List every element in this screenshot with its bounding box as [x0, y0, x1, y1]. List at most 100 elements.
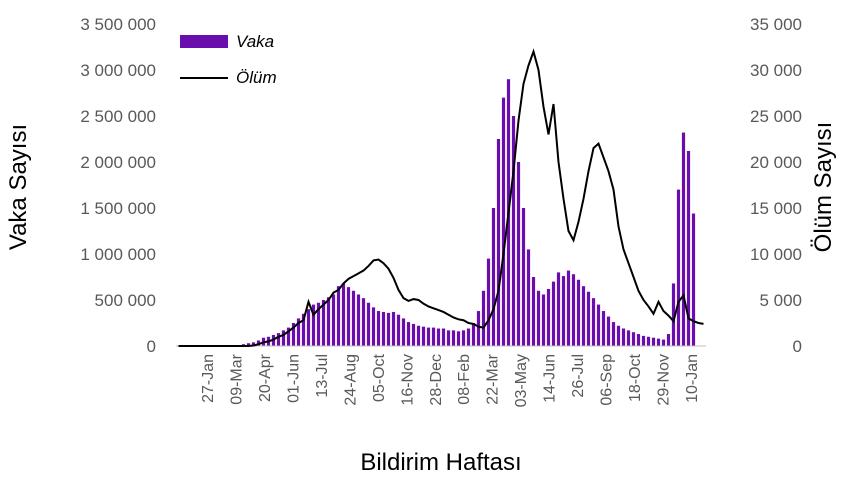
y-right-tick-label: 25 000 [750, 107, 802, 126]
bar-week-52 [431, 327, 436, 346]
bar-week-41 [376, 311, 381, 346]
bar-week-57 [456, 331, 461, 346]
bar-week-38 [361, 298, 366, 346]
bar-week-29 [316, 302, 321, 346]
bar-week-75 [546, 288, 551, 346]
bar-week-26 [301, 313, 306, 346]
bar-week-36 [351, 290, 356, 346]
bar-week-21 [276, 333, 281, 346]
bar-week-68 [511, 116, 516, 346]
bar-week-94 [641, 335, 646, 346]
bar-week-22 [281, 330, 286, 346]
bar-week-50 [421, 326, 426, 346]
bar-week-66 [501, 97, 506, 346]
bar-week-98 [661, 339, 666, 346]
x-tick-label: 27-Jan [200, 354, 217, 403]
bars-layer [226, 79, 696, 346]
y-left-ticks: 0 500 000 1 000 000 1 500 000 2 000 000 2 500… [80, 15, 156, 356]
bar-week-91 [626, 330, 631, 346]
bar-week-51 [426, 327, 431, 346]
bar-week-55 [446, 330, 451, 346]
bar-week-72 [531, 277, 536, 346]
bar-week-99 [666, 334, 671, 346]
bar-week-88 [611, 322, 616, 346]
x-tick-label: 29-Nov [656, 354, 673, 406]
bar-week-83 [586, 291, 591, 346]
y-left-tick-label: 2 000 000 [80, 153, 156, 172]
bar-week-30 [321, 300, 326, 346]
bar-week-54 [441, 328, 446, 346]
x-tick-label: 16-Nov [399, 354, 416, 406]
bar-week-86 [601, 311, 606, 346]
bar-week-37 [356, 294, 361, 346]
bar-week-25 [296, 318, 301, 346]
bar-week-76 [551, 281, 556, 346]
bar-week-24 [291, 323, 296, 346]
bar-week-47 [406, 322, 411, 346]
x-tick-label: 28-Dec [428, 354, 445, 406]
x-tick-label: 08-Feb [456, 354, 473, 405]
bar-week-32 [331, 294, 336, 346]
x-tick-label: 26-Jul [570, 354, 587, 398]
bar-week-15 [246, 343, 251, 346]
y-axis-left-title: Vaka Sayısı [5, 124, 32, 250]
bar-week-100 [671, 283, 676, 346]
bar-week-34 [341, 283, 346, 346]
bar-week-71 [526, 249, 531, 346]
bar-week-101 [676, 189, 681, 346]
death-series-line [178, 48, 704, 347]
bar-week-48 [411, 323, 416, 346]
legend-label-vaka: Vaka [236, 32, 274, 51]
bar-week-56 [451, 330, 456, 346]
y-left-tick-label: 0 [147, 337, 156, 356]
bar-week-80 [571, 274, 576, 346]
bar-week-69 [516, 162, 521, 346]
bar-week-42 [381, 311, 386, 346]
bar-week-33 [336, 286, 341, 346]
bar-week-93 [636, 334, 641, 346]
y-right-tick-label: 0 [793, 337, 802, 356]
legend-label-olum: Ölüm [236, 68, 277, 87]
bar-week-95 [646, 336, 651, 346]
bar-week-44 [391, 311, 396, 346]
bar-week-65 [496, 139, 501, 346]
x-tick-label: 10-Jan [684, 354, 701, 403]
bar-week-79 [566, 270, 571, 346]
bar-week-85 [596, 304, 601, 346]
bar-week-63 [486, 258, 491, 346]
bar-week-92 [631, 332, 636, 346]
y-left-tick-label: 500 000 [95, 291, 156, 310]
y-right-tick-label: 35 000 [750, 15, 802, 34]
y-right-ticks: 0 5 000 10 000 15 000 20 000 25 000 30 000 35 0… [750, 15, 802, 356]
bar-week-45 [396, 314, 401, 346]
x-tick-label: 18-Oct [627, 353, 644, 402]
x-tick-label: 24-Aug [342, 354, 359, 406]
y-axis-right-title: Ölüm Sayısı [810, 122, 837, 253]
bar-week-96 [651, 337, 656, 346]
bar-week-16 [251, 342, 256, 346]
x-tick-label: 09-Mar [228, 353, 245, 404]
y-right-tick-label: 5 000 [759, 291, 802, 310]
bar-week-28 [311, 304, 316, 346]
x-tick-label: 05-Oct [371, 353, 388, 402]
bar-week-60 [471, 323, 476, 346]
bar-week-58 [461, 330, 466, 346]
bar-week-81 [576, 279, 581, 346]
x-axis-title: Bildirim Haftası [360, 449, 521, 476]
bar-week-102 [681, 132, 686, 346]
bar-week-40 [371, 307, 376, 346]
bar-week-87 [606, 316, 611, 346]
y-left-tick-label: 2 500 000 [80, 107, 156, 126]
bar-week-31 [326, 297, 331, 346]
bar-week-74 [541, 294, 546, 346]
y-right-tick-label: 10 000 [750, 245, 802, 264]
x-tick-label: 01-Jun [285, 354, 302, 403]
bar-week-73 [536, 290, 541, 346]
x-tick-label: 22-Mar [485, 353, 502, 404]
bar-week-82 [581, 286, 586, 346]
x-tick-label: 14-Jun [542, 354, 559, 403]
y-left-tick-label: 1 000 000 [80, 245, 156, 264]
bar-week-89 [616, 325, 621, 346]
bar-week-39 [366, 302, 371, 346]
